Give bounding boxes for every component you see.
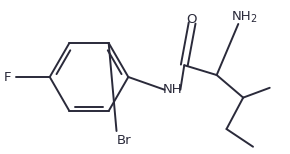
Text: NH: NH bbox=[231, 10, 251, 23]
Text: 2: 2 bbox=[250, 14, 256, 24]
Text: NH: NH bbox=[163, 83, 182, 96]
Text: O: O bbox=[186, 13, 196, 26]
Text: Br: Br bbox=[117, 134, 132, 147]
Text: F: F bbox=[4, 71, 11, 83]
